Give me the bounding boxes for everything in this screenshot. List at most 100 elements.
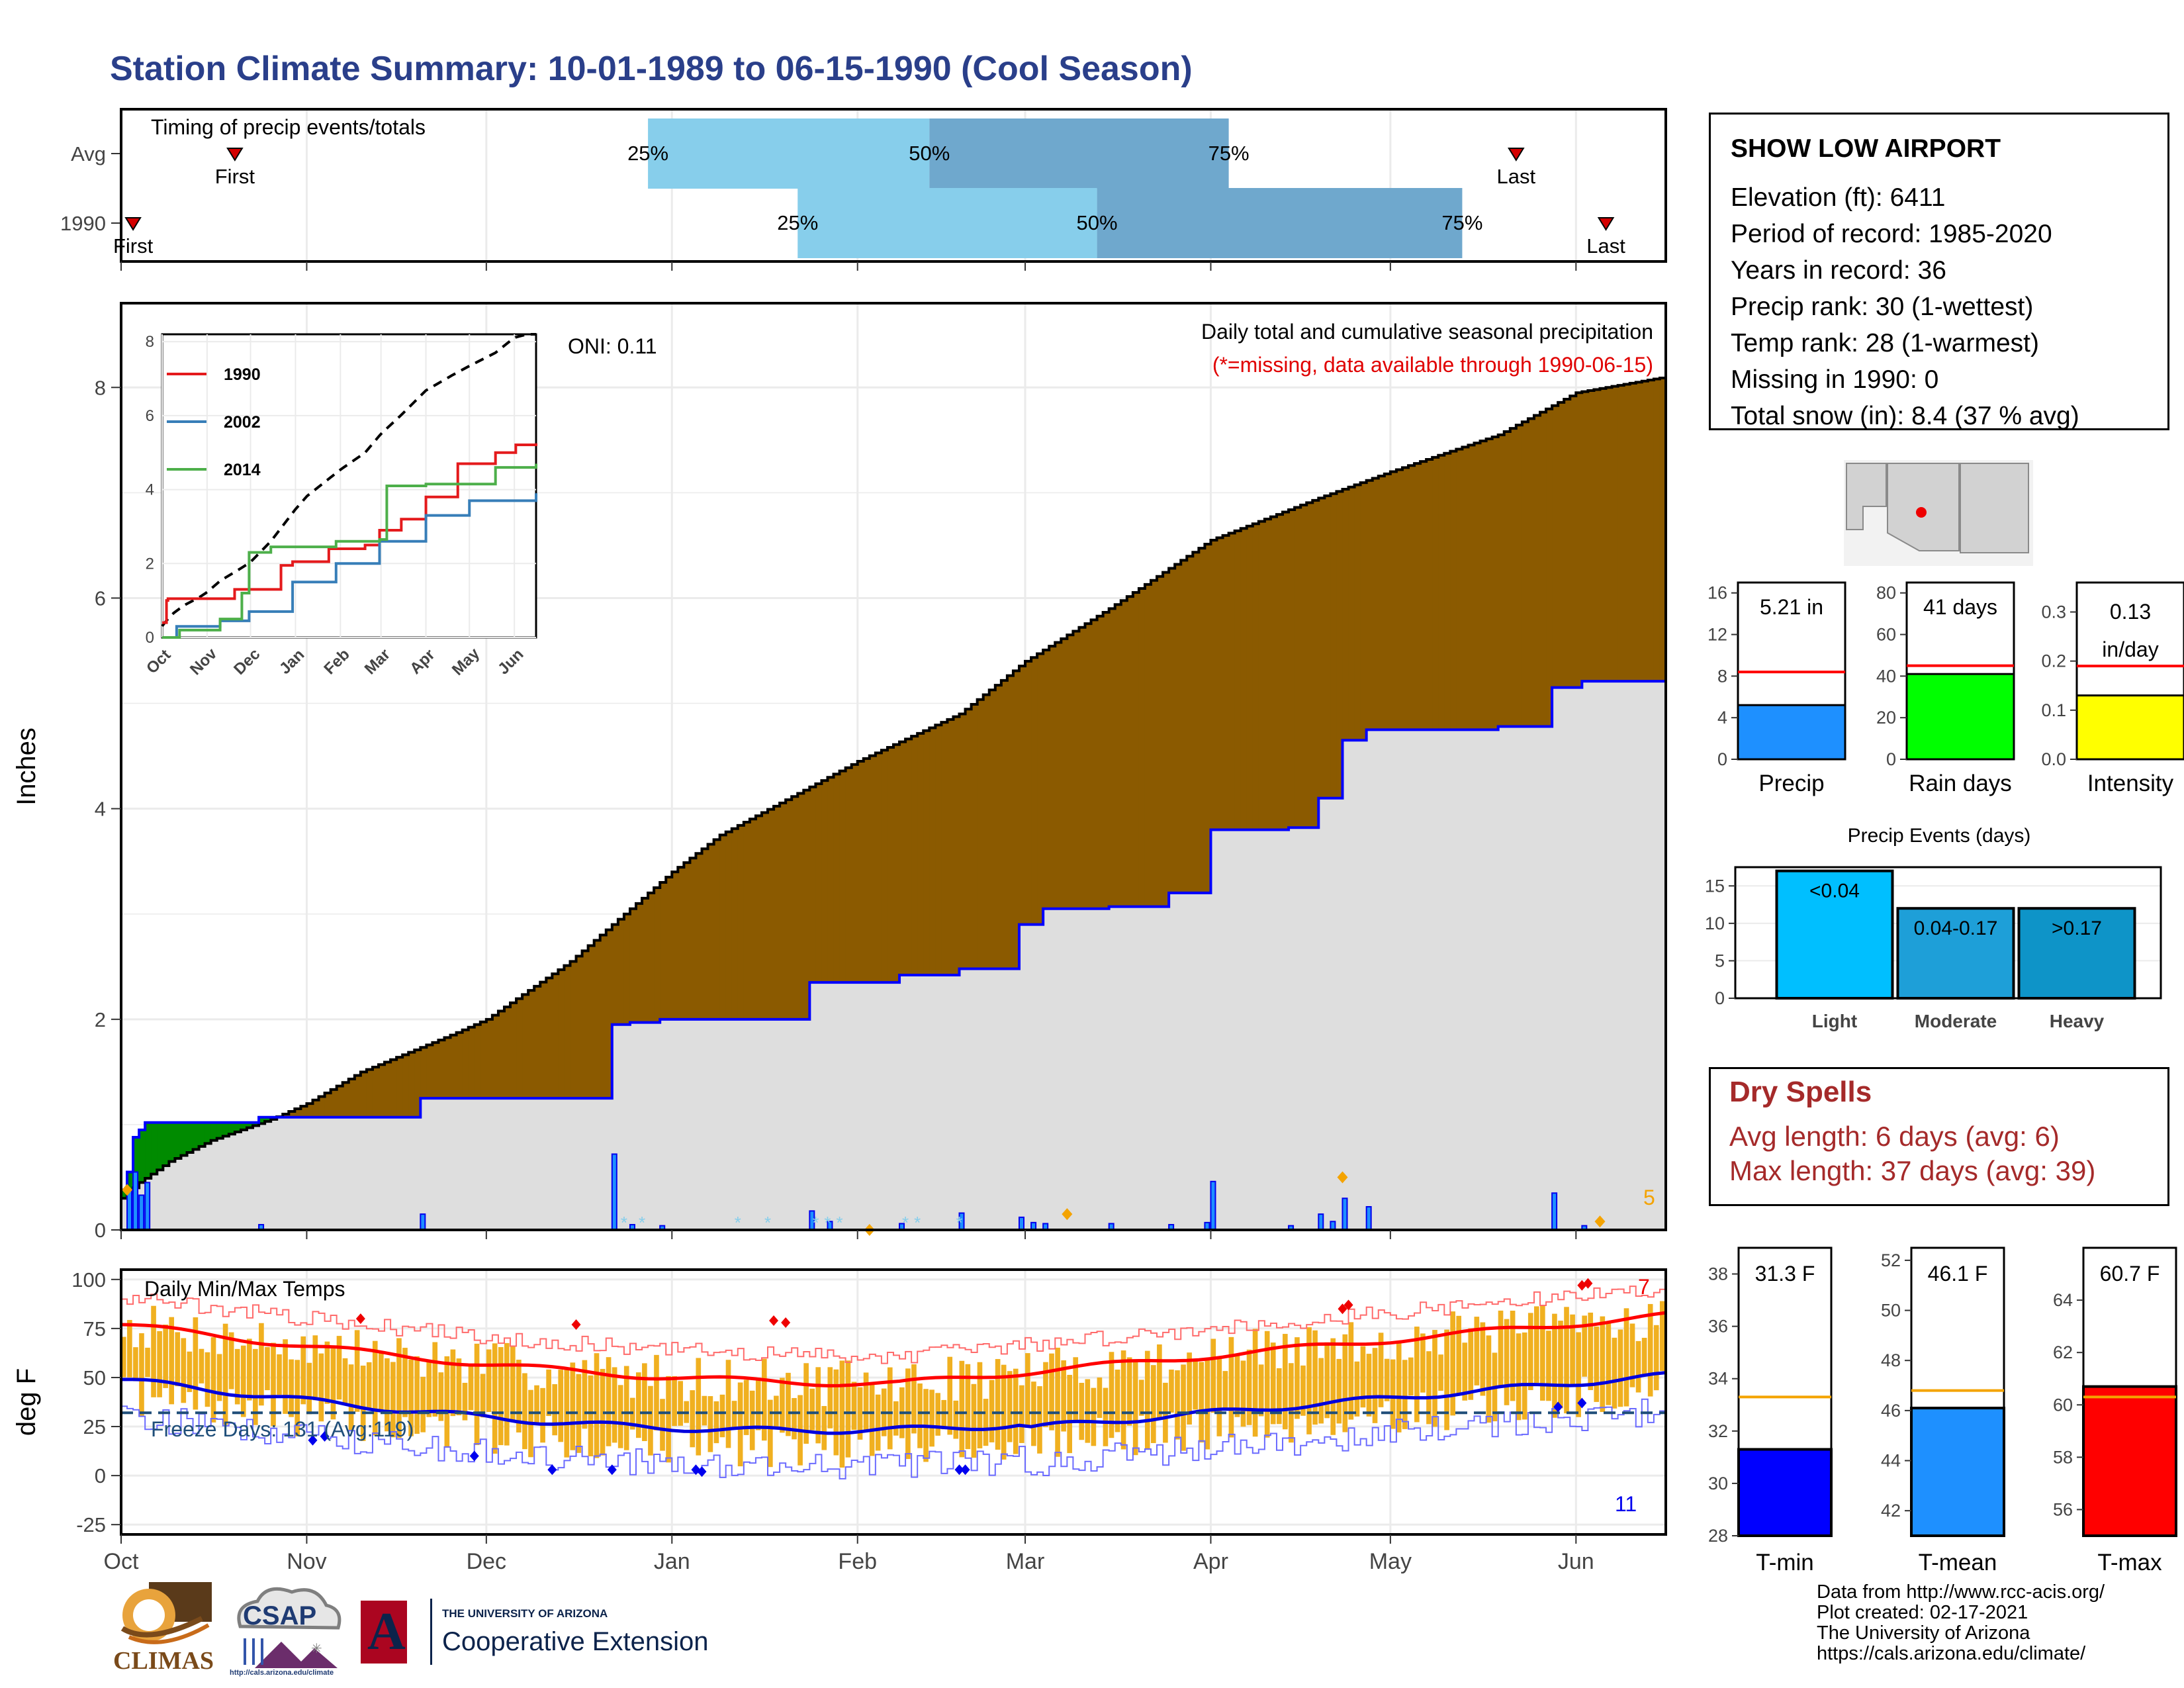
climas-logo: CLIMAS — [109, 1579, 215, 1678]
temp-record-high-line — [121, 1286, 1666, 1364]
timing-bar-q2-avg — [929, 118, 1229, 189]
precip-deficit-band — [390, 1059, 397, 1117]
precip-deficit-band — [492, 1015, 499, 1099]
temp-daily-range-bar — [1222, 1371, 1228, 1408]
precip-deficit-band — [1396, 469, 1403, 730]
timing-bar-q2-1990 — [1097, 188, 1463, 258]
precip-deficit-band — [432, 1042, 439, 1099]
temp-daily-range-bar — [408, 1359, 414, 1436]
precip-deficit-band — [1408, 465, 1415, 730]
climas-logo-text: CLIMAS — [113, 1647, 214, 1675]
precip-deficit-band — [330, 1089, 338, 1117]
temp-panel-title: Daily Min/Max Temps — [144, 1277, 345, 1301]
precip-deficit-band — [629, 908, 637, 1023]
precip-surplus-band — [157, 1122, 163, 1170]
precip-deficit-band — [1037, 653, 1044, 925]
precip-deficit-band — [438, 1040, 445, 1099]
station-temp-rank: Temp rank: 28 (1-warmest) — [1731, 329, 2039, 357]
temp-daily-range-bar — [228, 1332, 234, 1389]
temp-daily-range-bar — [737, 1382, 743, 1467]
locator-map — [1844, 460, 2033, 566]
temp-daily-range-bar — [995, 1359, 1001, 1450]
temp-daily-range-bar — [300, 1336, 306, 1405]
temp-daily-range-bar — [1552, 1313, 1557, 1418]
precip-deficit-band — [342, 1082, 349, 1117]
precip-deficit-band — [283, 1114, 289, 1117]
temp-daily-range-bar — [468, 1365, 474, 1411]
timing-first-marker-avg — [226, 148, 244, 162]
precip-deficit-band — [312, 1100, 320, 1117]
precip-deficit-band — [1138, 588, 1146, 907]
temp-daily-range-bar — [259, 1323, 264, 1406]
temp-daily-range-bar — [312, 1335, 318, 1401]
precip-deficit-band — [983, 694, 990, 969]
station-precip-rank: Precip rank: 30 (1-wettest) — [1731, 293, 2034, 321]
temp-daily-range-bar — [157, 1331, 162, 1397]
temp-daily-range-bar — [1582, 1315, 1587, 1377]
precip-deficit-band — [295, 1109, 301, 1117]
precip-deficit-band — [1300, 504, 1307, 828]
temp-daily-range-bar — [965, 1364, 971, 1450]
precip-deficit-band — [815, 783, 823, 983]
precip-deficit-band — [935, 725, 942, 975]
temp-daily-range-bar — [719, 1394, 725, 1438]
tempbar-y-tick-label-t-max: 62 — [2053, 1342, 2073, 1362]
temp-daily-range-bar — [1007, 1371, 1013, 1442]
temp-daily-range-bar — [558, 1370, 564, 1442]
temp-daily-range-bar — [863, 1372, 869, 1431]
temp-daily-range-bar — [522, 1373, 527, 1450]
precip-daily-bar — [1551, 1192, 1558, 1231]
temp-daily-range-bar — [696, 1358, 702, 1456]
temp-daily-range-bar — [240, 1345, 246, 1417]
tempbar-y-tick-label-t-mean: 46 — [1881, 1401, 1901, 1421]
temp-daily-range-bar — [821, 1406, 827, 1450]
events-category-light: Light — [1812, 1011, 1857, 1031]
temp-daily-range-bar — [414, 1356, 420, 1434]
precip-deficit-band — [1354, 485, 1361, 741]
precip-deficit-band — [414, 1049, 421, 1117]
temp-daily-range-bar — [1181, 1364, 1186, 1451]
temp-daily-range-bar — [318, 1353, 324, 1422]
precip-deficit-band — [354, 1075, 361, 1117]
temp-daily-range-bar — [534, 1385, 539, 1425]
temp-daily-range-bar — [474, 1343, 480, 1446]
temp-daily-range-bar — [1450, 1311, 1455, 1416]
temp-daily-range-bar — [660, 1399, 665, 1451]
precip-deficit-band — [462, 1029, 469, 1099]
precip-deficit-band — [576, 956, 583, 1099]
temp-daily-range-bar — [1240, 1360, 1246, 1427]
temp-daily-range-bar — [707, 1396, 713, 1452]
temp-daily-range-bar — [1283, 1334, 1288, 1430]
precip-deficit-band — [1546, 408, 1553, 727]
precip-deficit-band — [797, 793, 804, 1019]
map-region-west — [1846, 463, 1887, 530]
temp-daily-range-bar — [1126, 1357, 1132, 1426]
temp-daily-range-bar — [234, 1348, 240, 1405]
climas-sun-icon — [120, 1582, 212, 1644]
precip-deficit-band — [1659, 377, 1666, 682]
summary-value-intensity: 0.13 — [2110, 600, 2151, 624]
precip-missing-marker: * — [956, 1213, 962, 1233]
temp-y-tick-label: -25 — [76, 1513, 106, 1536]
temp-daily-range-bar — [492, 1343, 498, 1454]
csap-cloud-icon: ✳ — [237, 1587, 341, 1668]
summary-y-tick-label-rain-days: 60 — [1876, 625, 1896, 645]
precip-deficit-band — [1486, 439, 1493, 730]
temp-daily-range-bar — [1462, 1342, 1468, 1401]
events-bar-label-heavy: >0.17 — [2052, 917, 2102, 939]
precip-deficit-band — [558, 969, 565, 1099]
inset-legend-label-2014: 2014 — [224, 461, 261, 479]
precip-deficit-band — [300, 1106, 308, 1117]
precip-deficit-band — [749, 819, 756, 1019]
summary-y-tick-label-intensity: 0.3 — [2041, 602, 2066, 622]
precip-deficit-band — [989, 690, 996, 969]
precip-deficit-band — [995, 685, 1002, 969]
ua-logo-small: THE UNIVERSITY OF ARIZONA — [442, 1607, 608, 1620]
precip-deficit-band — [1144, 584, 1152, 907]
temp-daily-range-bar — [181, 1338, 187, 1403]
temp-daily-range-bar — [265, 1346, 270, 1391]
precip-deficit-band — [1270, 516, 1277, 830]
precip-deficit-band — [1031, 657, 1038, 925]
precip-deficit-band — [1001, 680, 1008, 969]
tempbar-y-tick-label-t-mean: 52 — [1881, 1250, 1901, 1270]
